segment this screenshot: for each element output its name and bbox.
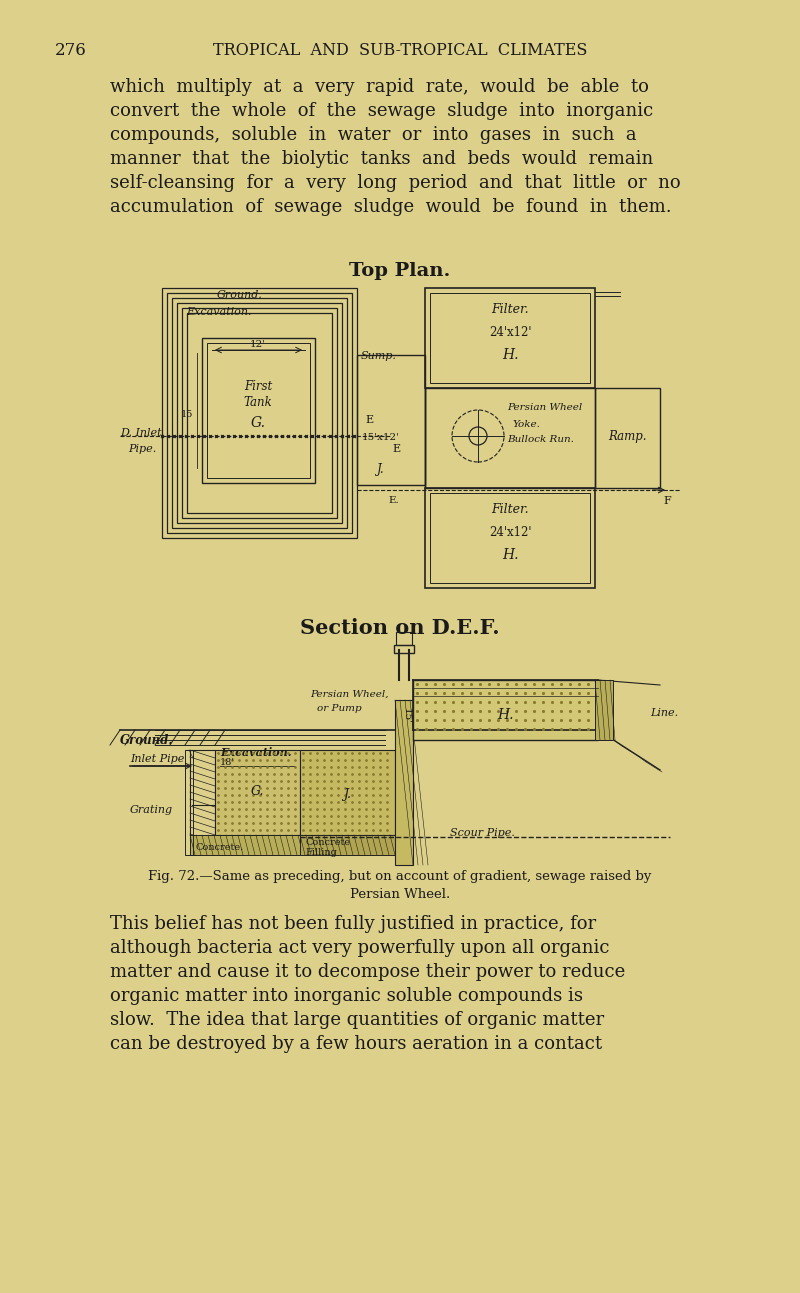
Text: E: E bbox=[365, 415, 373, 425]
Text: J.: J. bbox=[343, 787, 351, 800]
Text: Pipe.: Pipe. bbox=[128, 443, 156, 454]
Text: 15': 15' bbox=[402, 709, 411, 724]
Text: Persian Wheel,: Persian Wheel, bbox=[310, 690, 389, 700]
Text: 18': 18' bbox=[220, 758, 235, 767]
Text: Tank: Tank bbox=[244, 396, 272, 409]
Text: which  multiply  at  a  very  rapid  rate,  would  be  able  to: which multiply at a very rapid rate, wou… bbox=[110, 78, 649, 96]
Text: although bacteria act very powerfully upon all organic: although bacteria act very powerfully up… bbox=[110, 939, 610, 957]
Text: 15'x12': 15'x12' bbox=[362, 433, 400, 442]
Text: Persian Wheel: Persian Wheel bbox=[507, 403, 582, 412]
Bar bbox=[425, 388, 595, 487]
Text: This belief has not been fully justified in practice, for: This belief has not been fully justified… bbox=[110, 915, 596, 934]
Text: 12': 12' bbox=[250, 340, 266, 349]
Bar bbox=[207, 343, 310, 478]
Text: Filter.: Filter. bbox=[491, 303, 529, 315]
Bar bbox=[394, 645, 414, 653]
Bar bbox=[182, 308, 337, 518]
Bar bbox=[215, 750, 300, 835]
Bar bbox=[425, 288, 595, 388]
Bar bbox=[167, 294, 352, 533]
Bar bbox=[172, 297, 347, 528]
Bar bbox=[190, 835, 300, 855]
Text: Concrete: Concrete bbox=[305, 838, 350, 847]
Text: Filter.: Filter. bbox=[491, 503, 529, 516]
Text: E: E bbox=[392, 443, 400, 454]
Bar bbox=[185, 750, 193, 855]
Text: convert  the  whole  of  the  sewage  sludge  into  inorganic: convert the whole of the sewage sludge i… bbox=[110, 102, 654, 120]
Text: matter and cause it to decompose their power to reduce: matter and cause it to decompose their p… bbox=[110, 963, 626, 981]
Text: manner  that  the  biolytic  tanks  and  beds  would  remain: manner that the biolytic tanks and beds … bbox=[110, 150, 654, 168]
Bar bbox=[300, 750, 395, 835]
Text: 15: 15 bbox=[181, 410, 193, 419]
Text: Ground.: Ground. bbox=[120, 734, 174, 747]
Text: or Pump: or Pump bbox=[317, 703, 362, 712]
Text: Persian Wheel.: Persian Wheel. bbox=[350, 888, 450, 901]
Text: 276: 276 bbox=[55, 41, 86, 59]
Bar bbox=[396, 632, 412, 645]
Text: organic matter into inorganic soluble compounds is: organic matter into inorganic soluble co… bbox=[110, 987, 583, 1005]
Text: TROPICAL  AND  SUB-TROPICAL  CLIMATES: TROPICAL AND SUB-TROPICAL CLIMATES bbox=[213, 41, 587, 59]
Text: accumulation  of  sewage  sludge  would  be  found  in  them.: accumulation of sewage sludge would be f… bbox=[110, 198, 672, 216]
Text: Grating: Grating bbox=[130, 806, 173, 815]
Bar bbox=[202, 337, 315, 484]
Text: Line.: Line. bbox=[650, 709, 678, 718]
Bar bbox=[190, 750, 215, 840]
Text: E.: E. bbox=[388, 497, 398, 506]
Text: Ramp.: Ramp. bbox=[608, 431, 646, 443]
Text: J.: J. bbox=[377, 463, 385, 476]
Text: Filling: Filling bbox=[305, 848, 337, 857]
Text: G.: G. bbox=[250, 785, 264, 798]
Text: Concrete.: Concrete. bbox=[195, 843, 243, 852]
Text: H.: H. bbox=[502, 348, 518, 362]
Text: G.: G. bbox=[250, 416, 266, 431]
Text: 24'x12': 24'x12' bbox=[489, 526, 531, 539]
Text: Bullock Run.: Bullock Run. bbox=[507, 434, 574, 443]
Text: can be destroyed by a few hours aeration in a contact: can be destroyed by a few hours aeration… bbox=[110, 1034, 602, 1053]
Text: Excavation.: Excavation. bbox=[220, 747, 292, 758]
Bar bbox=[425, 487, 595, 588]
Bar bbox=[430, 493, 590, 583]
Text: Sump.: Sump. bbox=[361, 350, 397, 361]
Bar bbox=[162, 288, 357, 538]
Bar bbox=[300, 835, 400, 855]
Bar bbox=[430, 294, 590, 383]
Bar bbox=[177, 303, 342, 522]
Text: slow.  The idea that large quantities of organic matter: slow. The idea that large quantities of … bbox=[110, 1011, 604, 1029]
Text: H.: H. bbox=[497, 709, 514, 721]
Text: First: First bbox=[244, 380, 272, 393]
Text: Top Plan.: Top Plan. bbox=[350, 262, 450, 281]
Bar bbox=[595, 388, 660, 487]
Bar bbox=[187, 313, 332, 513]
Bar bbox=[595, 680, 613, 740]
Text: Ground.: Ground. bbox=[217, 290, 263, 300]
Text: compounds,  soluble  in  water  or  into  gases  in  such  a: compounds, soluble in water or into gase… bbox=[110, 125, 637, 144]
Text: Scour Pipe.: Scour Pipe. bbox=[450, 828, 515, 838]
Text: Fig. 72.—Same as preceding, but on account of gradient, sewage raised by: Fig. 72.—Same as preceding, but on accou… bbox=[148, 870, 652, 883]
Bar bbox=[357, 356, 425, 485]
Text: H.: H. bbox=[502, 548, 518, 562]
Text: self-cleansing  for  a  very  long  period  and  that  little  or  no: self-cleansing for a very long period an… bbox=[110, 175, 681, 191]
Text: Excavation.: Excavation. bbox=[186, 306, 251, 317]
Text: 24'x12': 24'x12' bbox=[489, 326, 531, 339]
Text: Section on D.E.F.: Section on D.E.F. bbox=[300, 618, 500, 637]
Bar bbox=[413, 680, 598, 740]
Bar bbox=[395, 700, 413, 865]
Text: F: F bbox=[663, 497, 670, 506]
Text: Inlet Pipe: Inlet Pipe bbox=[130, 754, 184, 764]
Text: Yoke.: Yoke. bbox=[512, 420, 540, 429]
Text: D. Inlet: D. Inlet bbox=[120, 428, 162, 438]
